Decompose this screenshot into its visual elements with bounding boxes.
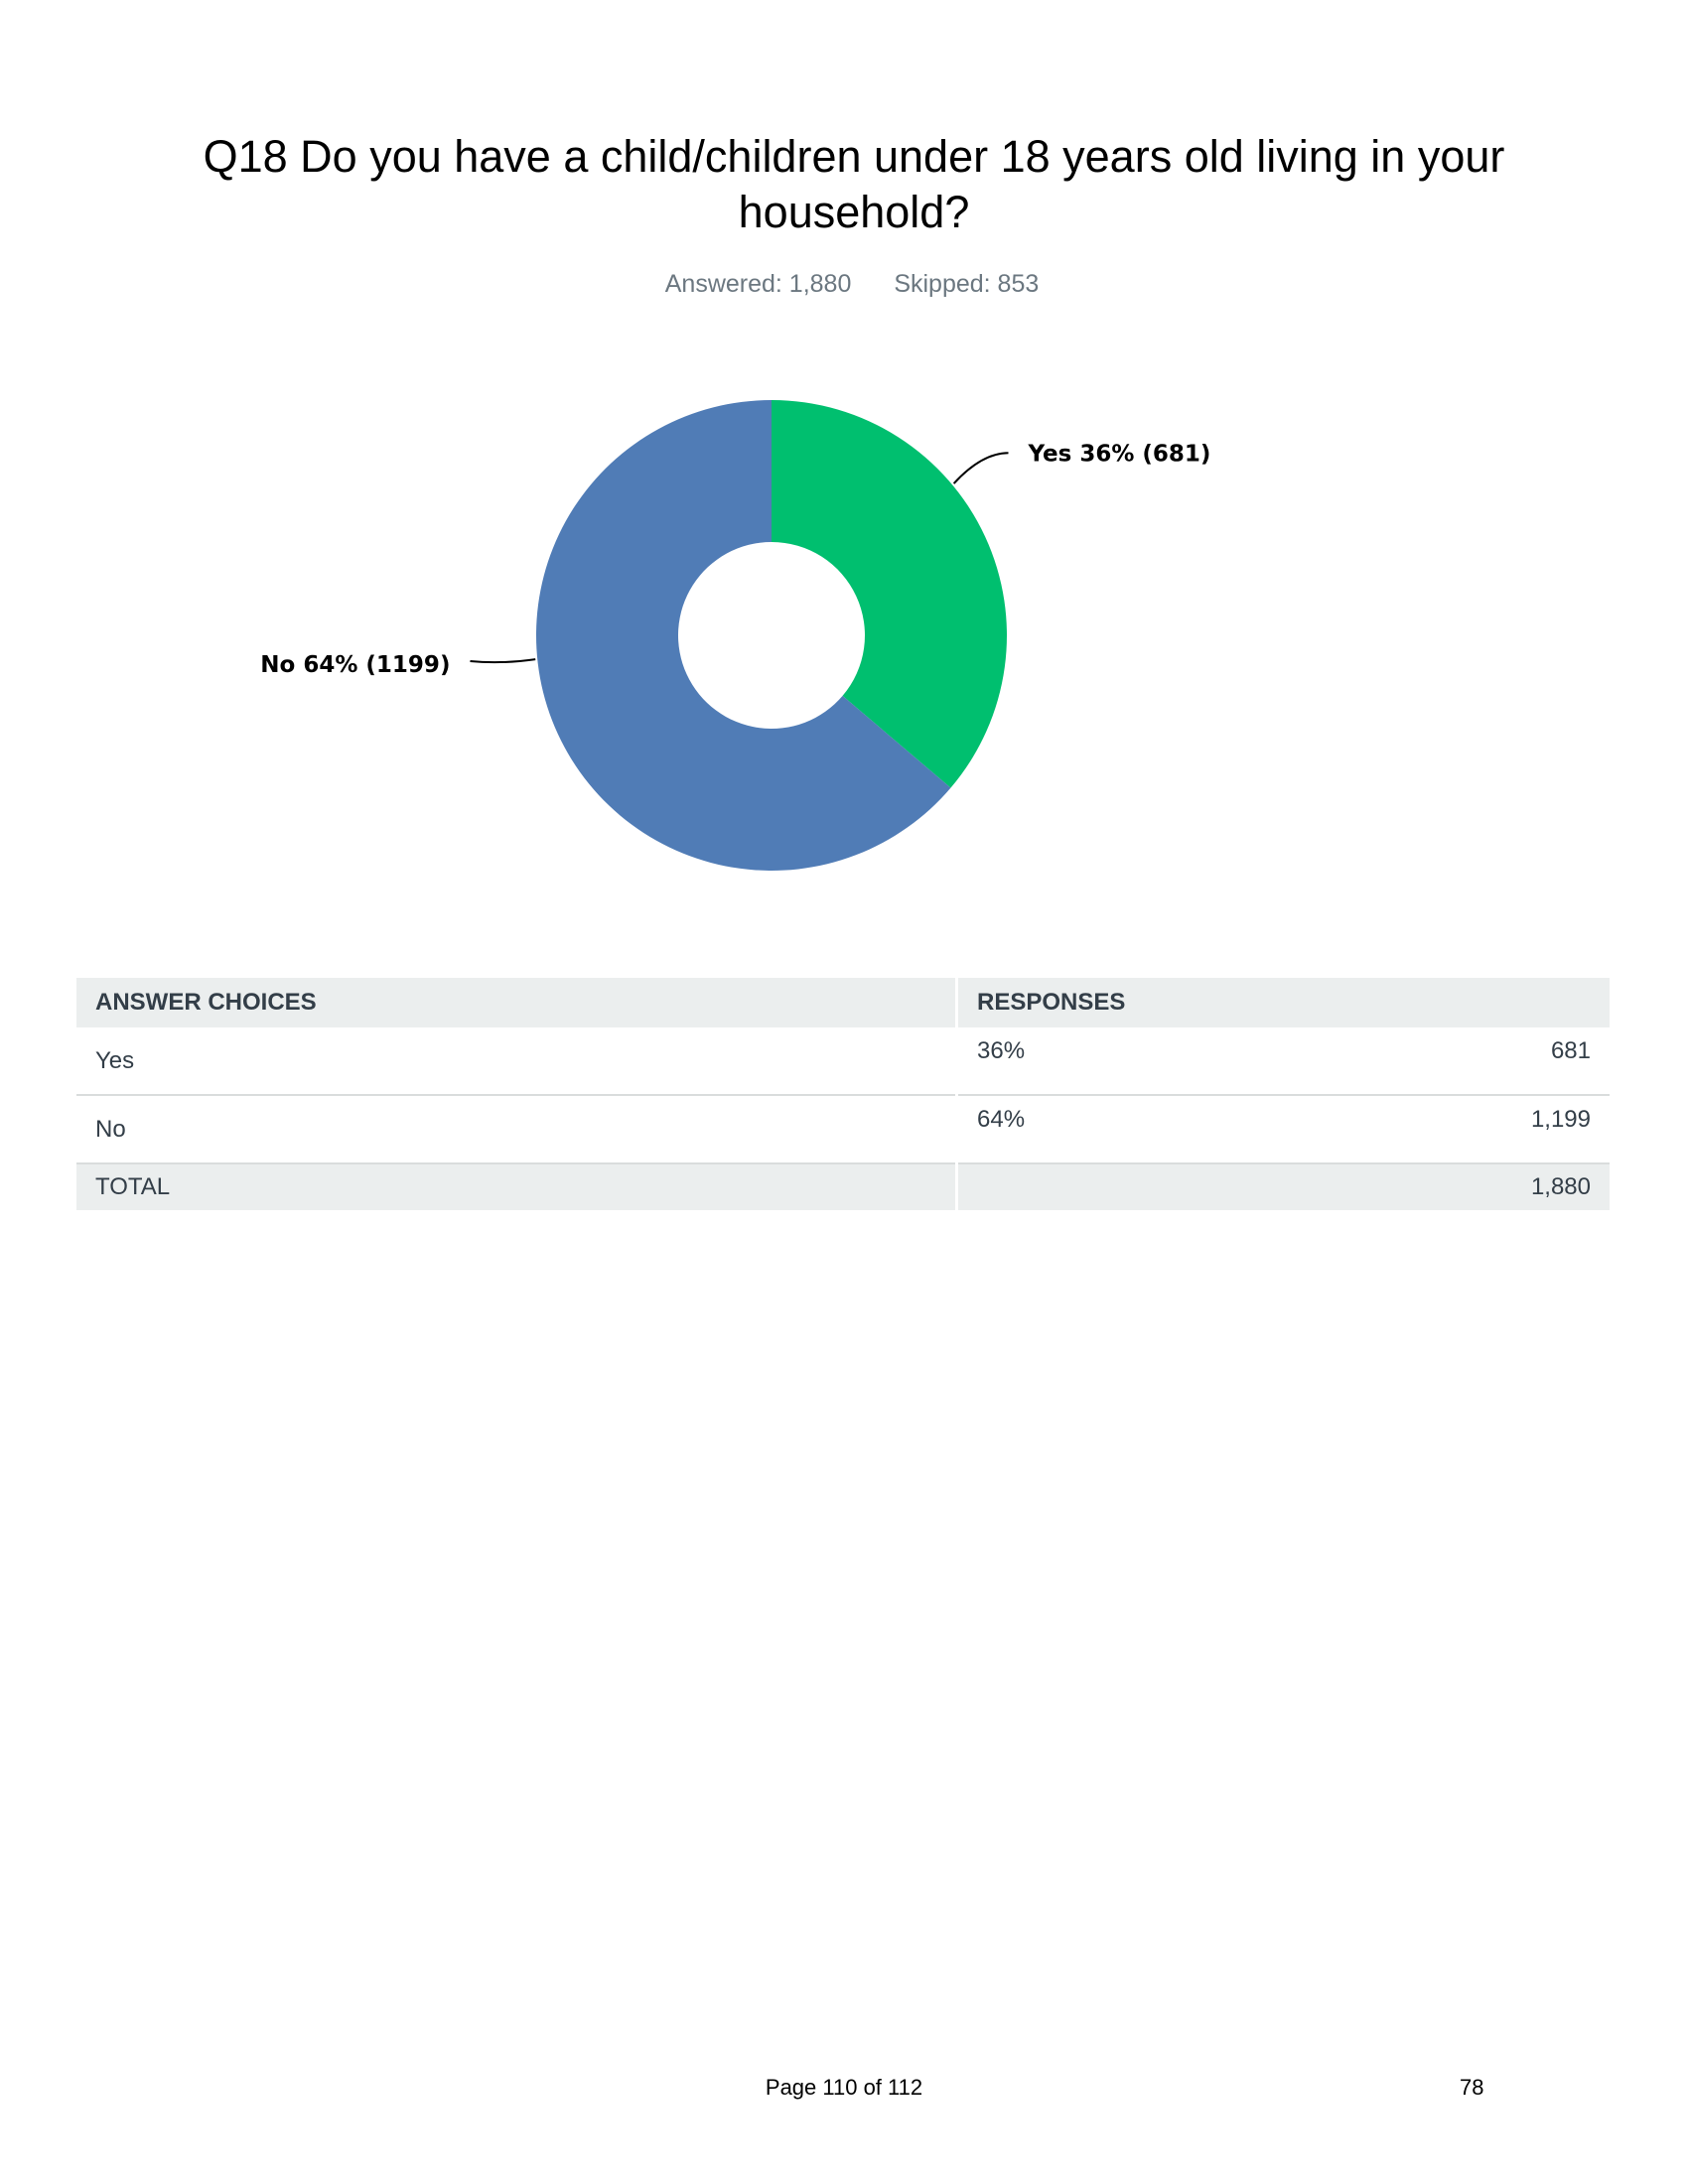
- donut-chart: Yes 36% (681) No 64% (1199): [260, 400, 1211, 871]
- leader-line-no: [470, 658, 536, 664]
- leader-line-yes: [952, 452, 1009, 484]
- choice-cell: Yes: [76, 1027, 958, 1096]
- count-cell: 1,199: [1264, 1095, 1610, 1164]
- slice-yes: [772, 400, 1007, 788]
- total-count: 1,880: [1264, 1163, 1610, 1210]
- data-label-no: No 64% (1199): [260, 652, 450, 678]
- table-header-row: ANSWER CHOICES RESPONSES: [76, 978, 1610, 1027]
- table-row: No 64% 1,199: [76, 1095, 1610, 1164]
- header-responses: RESPONSES: [956, 978, 1610, 1027]
- responses-table: ANSWER CHOICES RESPONSES Yes 36% 681 No …: [76, 978, 1610, 1210]
- answered-count: Answered: 1,880: [664, 270, 852, 298]
- page-number: 78: [1460, 2075, 1484, 2100]
- skipped-count: Skipped: 853: [894, 270, 1040, 298]
- page-indicator: Page 110 of 112: [765, 2075, 923, 2100]
- header-answer-choices: ANSWER CHOICES: [76, 978, 958, 1027]
- data-label-yes: Yes 36% (681): [1028, 441, 1211, 467]
- total-label: TOTAL: [76, 1163, 958, 1210]
- slice-no: [535, 400, 951, 871]
- total-percent-cell: [956, 1163, 1265, 1210]
- percent-cell: 36%: [956, 1027, 1265, 1096]
- table-row: Yes 36% 681: [76, 1027, 1610, 1096]
- response-stats: Answered: 1,880 Skipped: 853: [0, 270, 1688, 299]
- count-cell: 681: [1264, 1027, 1610, 1096]
- question-title: Q18 Do you have a child/children under 1…: [203, 131, 1505, 237]
- percent-cell: 64%: [956, 1095, 1265, 1164]
- total-row: TOTAL 1,880: [76, 1163, 1610, 1210]
- choice-cell: No: [76, 1095, 958, 1164]
